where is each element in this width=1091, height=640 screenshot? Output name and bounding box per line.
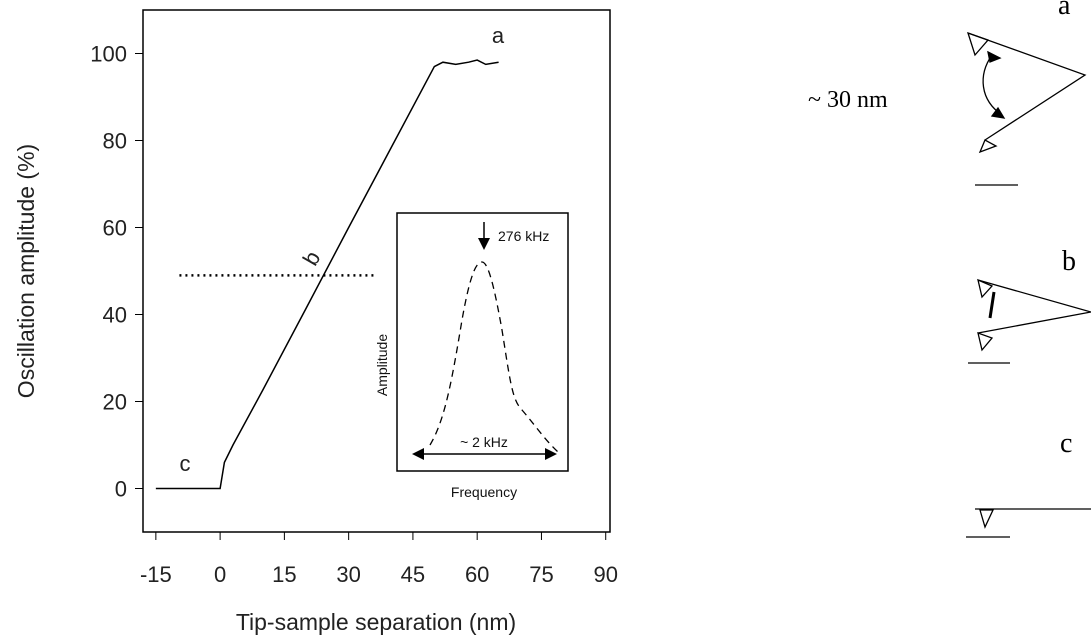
cantilever (977, 279, 1091, 334)
y-tick-label: 20 (103, 390, 127, 415)
y-axis-label: Oscillation amplitude (%) (13, 144, 39, 398)
state-label: c (1060, 428, 1072, 459)
tip (966, 31, 998, 154)
y-tick-label: 100 (90, 42, 127, 67)
arrowhead (478, 238, 490, 250)
y-tick-label: 60 (103, 216, 127, 241)
scale-label: ~ 30 nm (808, 87, 888, 113)
tip (979, 509, 995, 529)
annotation: a (492, 23, 505, 48)
annotation: c (180, 451, 191, 476)
x-tick-label: 45 (401, 562, 425, 587)
width-label: ~ 2 kHz (460, 434, 508, 450)
cantilever-diagram: ~ 30 nm a b c (808, 0, 1091, 538)
inset-x-label: Frequency (451, 484, 517, 500)
x-tick-label: 30 (336, 562, 360, 587)
x-tick-label: 90 (593, 562, 617, 587)
x-axis-label: Tip-sample separation (nm) (236, 609, 516, 635)
tip (977, 278, 994, 352)
motion-arrow (988, 291, 996, 319)
data-line (155, 59, 499, 490)
x-tick-label: -15 (140, 562, 172, 587)
y-tick-label: 0 (115, 477, 127, 502)
x-tick-label: 75 (529, 562, 553, 587)
x-tick-label: 0 (214, 562, 226, 587)
peak-label: 276 kHz (498, 228, 549, 244)
y-tick-label: 40 (103, 303, 127, 328)
state-label: a (1058, 0, 1071, 21)
resonance-curve (429, 261, 559, 453)
inset-frame (396, 212, 569, 472)
x-tick-label: 60 (465, 562, 489, 587)
x-tick-label: 15 (272, 562, 296, 587)
inset-y-label: Amplitude (374, 334, 390, 396)
motion-arrow (982, 54, 1003, 116)
state-label: b (1062, 246, 1076, 277)
annotation: b (298, 247, 326, 270)
inset: 276 kHz Amplitude Frequency ~ 2 kHz (374, 212, 569, 500)
y-tick-label: 80 (103, 129, 127, 154)
cantilever (967, 32, 1087, 141)
plot-frame (142, 9, 611, 533)
arrowheads (987, 50, 1006, 119)
